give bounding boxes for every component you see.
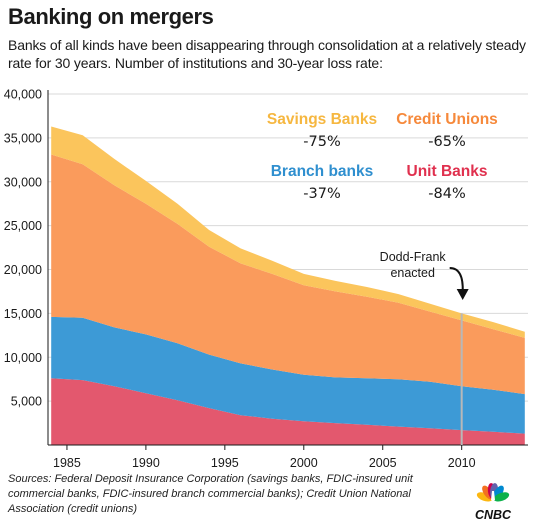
- area-series-savings-banks: [51, 126, 525, 338]
- y-tick-label: 25,000: [4, 219, 42, 233]
- annotation-label-line1: Dodd-Frank: [380, 250, 447, 264]
- y-tick-label: 15,000: [4, 307, 42, 321]
- area-series-credit-unions: [51, 154, 525, 395]
- annotation-arrowhead: [456, 289, 469, 300]
- area-series-unit-banks: [51, 378, 525, 445]
- legend-change-savings-banks: -75%: [303, 134, 340, 150]
- y-tick-label: 5,000: [11, 395, 42, 409]
- y-tick-label: 40,000: [4, 88, 42, 102]
- annotation-label-line2: enacted: [390, 266, 435, 280]
- legend-name-branch-banks: Branch banks: [271, 163, 374, 180]
- peacock-body: [491, 491, 495, 500]
- legend-change-branch-banks: -37%: [303, 186, 340, 202]
- legend-name-unit-banks: Unit Banks: [407, 163, 488, 180]
- legend-change-unit-banks: -84%: [428, 186, 465, 202]
- x-tick-label: 2000: [290, 456, 318, 470]
- x-tick-label: 1985: [53, 456, 81, 470]
- legend-name-credit-unions: Credit Unions: [396, 111, 498, 128]
- x-tick-label: 2010: [448, 456, 476, 470]
- legend-change-credit-unions: -65%: [428, 134, 465, 150]
- y-tick-label: 30,000: [4, 175, 42, 189]
- y-tick-label: 35,000: [4, 131, 42, 145]
- y-tick-label: 10,000: [4, 351, 42, 365]
- legend-name-savings-banks: Savings Banks: [267, 111, 377, 128]
- chart-title: Banking on mergers: [8, 4, 214, 29]
- area-series-branch-banks: [51, 316, 525, 434]
- chart-subtitle: Banks of all kinds have been disappearin…: [8, 37, 526, 71]
- sources-note: Sources: Federal Deposit Insurance Corpo…: [8, 473, 413, 515]
- stacked-area-chart: 5,000 10,000 15,000 20,000 25,000 30,000 35,00…: [4, 88, 528, 470]
- x-tick-label: 2005: [369, 456, 397, 470]
- y-tick-label: 20,000: [4, 263, 42, 277]
- annotation-arrow: [449, 267, 464, 293]
- peacock-feather: [493, 492, 510, 502]
- x-tick-label: 1990: [132, 456, 160, 470]
- x-tick-label: 1995: [211, 456, 239, 470]
- cnbc-logo-icon: CNBC: [475, 483, 512, 522]
- cnbc-logo-text: CNBC: [475, 508, 512, 522]
